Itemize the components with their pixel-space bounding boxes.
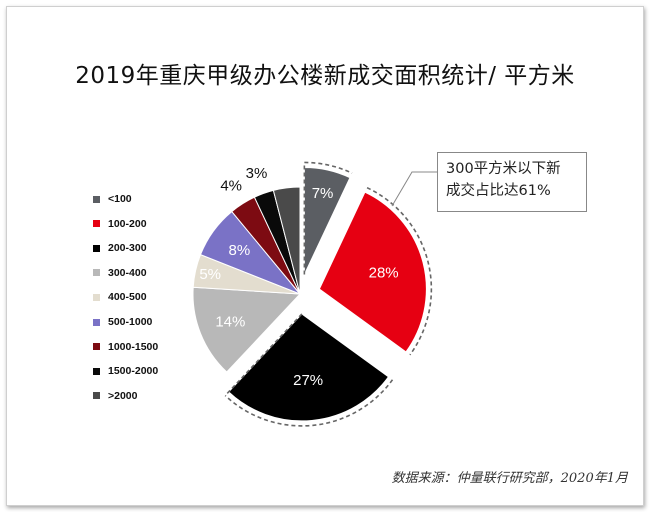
legend-item: 500-1000 (93, 315, 152, 329)
legend-label: 500-1000 (108, 316, 153, 328)
legend-label: 1500-2000 (108, 365, 159, 378)
chart-title: 2019年重庆甲级办公楼新成交面积统计/ 平方米 (75, 63, 575, 89)
legend-label: 200-300 (108, 242, 147, 255)
highlight-edge-1 (224, 313, 303, 397)
legend-swatch (93, 343, 100, 351)
chart-frame (6, 6, 644, 506)
callout-box: 300平方米以下新 成交占比达61% (437, 152, 587, 212)
pie-slice-1 (318, 191, 427, 353)
legend-swatch (93, 244, 100, 252)
legend-swatch (93, 195, 100, 203)
legend-swatch (93, 392, 100, 400)
slice-label-3: 14% (215, 314, 245, 331)
slice-label-7: 3% (246, 165, 268, 182)
callout-pointer (391, 171, 437, 207)
legend-swatch (93, 220, 100, 228)
legend-item: <100 (93, 192, 132, 206)
legend-label: 400-500 (108, 291, 147, 304)
legend-label: 100-200 (108, 217, 147, 230)
legend-swatch (93, 269, 100, 277)
callout-line-1: 300平方米以下新 (446, 161, 561, 177)
pie-slice-2 (227, 313, 390, 422)
legend-label: <100 (108, 193, 132, 205)
legend-item: 200-300 (93, 241, 147, 255)
legend-item: 100-200 (93, 217, 147, 231)
legend-item: 1500-2000 (93, 364, 158, 378)
legend-swatch (93, 293, 100, 301)
legend-item: 300-400 (93, 266, 147, 280)
legend-item: 1000-1500 (93, 340, 158, 354)
slice-label-0: 7% (312, 185, 334, 202)
slice-label-5: 8% (229, 242, 251, 259)
legend-item: 400-500 (93, 290, 147, 304)
highlight-outline-0 (304, 161, 353, 174)
legend-swatch (93, 318, 100, 326)
pie-slice-8 (272, 186, 301, 295)
legend-item: >2000 (93, 389, 138, 403)
highlight-outline-2 (224, 379, 394, 427)
highlight-outline-1 (366, 186, 433, 356)
legend-label: 1000-1500 (108, 340, 159, 353)
slice-label-2: 27% (293, 372, 323, 389)
pie-slice-3 (192, 286, 302, 373)
source-note: 数据来源：仲量联行研究部，2020年1月 (391, 471, 628, 486)
legend-label: 300-400 (108, 266, 147, 279)
callout-line-2: 成交占比达61% (446, 183, 551, 199)
legend-swatch (93, 367, 100, 375)
slice-label-4: 5% (199, 266, 221, 283)
slice-label-6: 4% (220, 178, 242, 195)
legend-label: >2000 (108, 389, 138, 402)
slice-label-1: 28% (369, 265, 399, 282)
